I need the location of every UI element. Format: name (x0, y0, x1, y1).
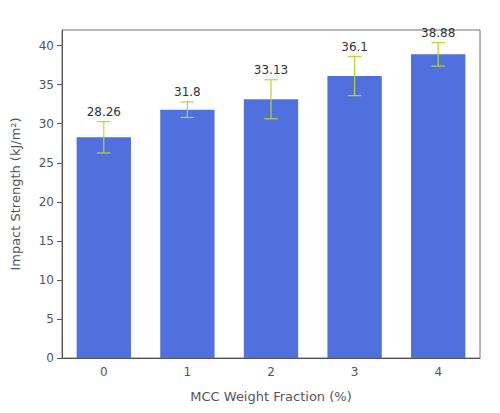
svg-text:25: 25 (39, 156, 54, 170)
svg-text:0: 0 (100, 365, 108, 379)
svg-text:30: 30 (39, 117, 54, 131)
svg-text:33.13: 33.13 (254, 63, 288, 77)
svg-text:2: 2 (267, 365, 275, 379)
svg-text:20: 20 (39, 195, 54, 209)
svg-text:5: 5 (46, 312, 54, 326)
svg-text:10: 10 (39, 273, 54, 287)
svg-text:1: 1 (184, 365, 192, 379)
svg-text:15: 15 (39, 234, 54, 248)
svg-text:28.26: 28.26 (87, 105, 121, 119)
svg-text:40: 40 (39, 39, 54, 53)
svg-text:38.88: 38.88 (421, 26, 455, 40)
svg-text:0: 0 (46, 351, 54, 365)
svg-text:Impact Strength (kJ/m²): Impact Strength (kJ/m²) (8, 117, 23, 270)
svg-text:31.8: 31.8 (174, 85, 201, 99)
svg-text:36.1: 36.1 (341, 40, 368, 54)
svg-text:MCC Weight Fraction (%): MCC Weight Fraction (%) (190, 389, 351, 404)
svg-text:35: 35 (39, 78, 54, 92)
svg-text:3: 3 (351, 365, 359, 379)
svg-text:4: 4 (434, 365, 442, 379)
